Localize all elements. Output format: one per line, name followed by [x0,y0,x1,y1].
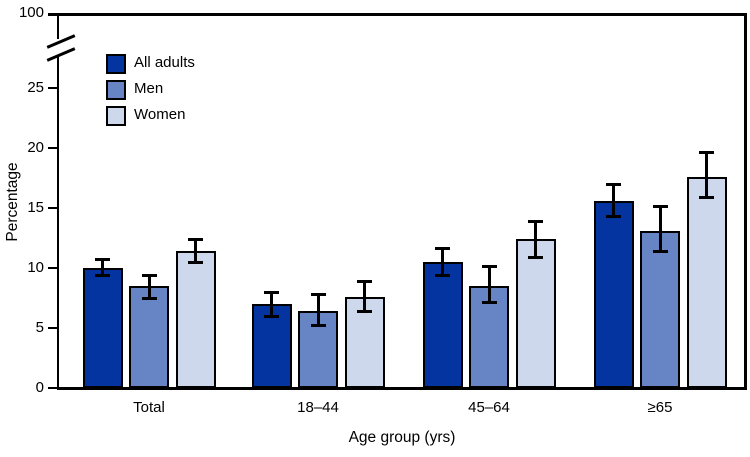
y-tick-label-25: 25 [27,79,44,96]
errorbar-line-men-65 [658,206,662,252]
errorbar-line-all-adults-45-64 [441,248,444,276]
errorbar-line-women-18-44 [363,281,366,312]
errorbar-line-women-total [194,239,197,262]
bar-all-adults-65 [593,200,634,388]
y-tick-label-100: 100 [18,4,44,21]
errorbar-cap-top-women-65 [699,151,714,155]
errorbar-cap-bottom-men-65 [652,249,668,253]
legend-label-women: Women [134,106,186,123]
y-tick-15 [48,207,57,209]
bar-women-total [175,251,216,388]
y-tick-label-5: 5 [35,319,44,336]
errorbar-line-all-adults-65 [612,184,615,217]
legend-swatch-women-icon [106,106,126,126]
legend-swatch-all-adults-icon [106,54,126,74]
errorbar-cap-top-men-45-64 [481,265,497,269]
bar-men-total [129,286,169,388]
y-tick-25 [48,87,57,89]
errorbar-cap-bottom-men-total [141,296,157,300]
errorbar-cap-top-men-total [141,273,157,277]
legend-label-men: Men [134,80,164,97]
x-axis-title: Age group (yrs) [348,429,456,446]
errorbar-cap-bottom-women-total [188,260,203,264]
bar-women-45-64 [515,239,556,388]
x-tick-label-65: ≥65 [647,399,673,416]
errorbar-cap-top-all-adults-total [95,258,110,262]
bar-men-45-64 [469,286,509,388]
y-tick-10 [48,267,57,269]
legend-label-all-adults: All adults [134,54,195,71]
y-tick-100 [48,13,57,16]
errorbar-cap-top-women-total [188,237,203,241]
errorbar-cap-top-men-18-44 [310,292,326,296]
errorbar-line-women-45-64 [534,221,537,258]
bar-women-65 [686,176,727,388]
y-tick-20 [48,147,57,149]
bar-men-65 [640,230,680,388]
y-axis-line-lower [57,57,59,390]
errorbar-cap-bottom-all-adults-total [95,273,110,277]
errorbar-line-men-45-64 [487,266,491,303]
errorbar-line-men-18-44 [316,294,320,326]
errorbar-cap-bottom-men-45-64 [481,301,497,305]
y-axis-line-upper [57,13,59,39]
errorbar-cap-bottom-women-45-64 [528,255,543,259]
errorbar-cap-top-women-45-64 [528,219,543,223]
errorbar-cap-bottom-all-adults-18-44 [264,314,279,318]
errorbar-cap-bottom-women-65 [699,195,714,199]
x-tick-label-45-64: 45–64 [468,399,510,416]
bar-all-adults-total [82,268,123,388]
errorbar-cap-top-all-adults-45-64 [435,247,450,251]
errorbar-cap-bottom-men-18-44 [310,324,326,328]
y-tick-label-20: 20 [27,139,44,156]
errorbar-line-men-total [147,275,151,298]
bar-all-adults-18-44 [251,304,292,388]
errorbar-cap-top-women-18-44 [357,279,372,283]
y-axis-title: Percentage [4,162,21,242]
y-tick-label-10: 10 [27,259,44,276]
errorbar-cap-top-all-adults-65 [606,182,621,186]
errorbar-cap-bottom-all-adults-45-64 [435,273,450,277]
errorbar-line-all-adults-18-44 [270,292,273,316]
y-tick-label-0: 0 [35,379,44,396]
errorbar-cap-top-men-65 [652,205,668,209]
errorbar-cap-bottom-women-18-44 [357,309,372,313]
x-tick-label-total: Total [133,399,165,416]
y-tick-0 [48,387,57,389]
x-tick-label-18-44: 18–44 [297,399,339,416]
errorbar-line-women-65 [705,152,708,198]
legend-swatch-men-icon [106,80,126,100]
errorbar-line-all-adults-total [101,259,104,276]
bar-all-adults-45-64 [422,262,463,388]
plot-frame [57,13,747,390]
errorbar-cap-bottom-all-adults-65 [606,214,621,218]
errorbar-cap-top-all-adults-18-44 [264,290,279,294]
y-tick-label-15: 15 [27,199,44,216]
y-tick-5 [48,327,57,329]
